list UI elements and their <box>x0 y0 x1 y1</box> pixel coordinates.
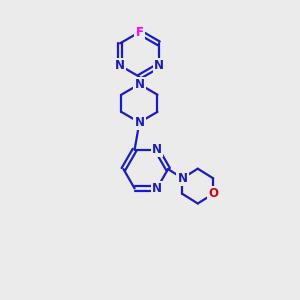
Text: N: N <box>134 116 144 129</box>
Text: N: N <box>178 172 188 185</box>
Text: N: N <box>154 59 164 72</box>
Text: N: N <box>134 78 144 91</box>
Text: F: F <box>135 26 143 39</box>
Text: O: O <box>208 188 218 200</box>
Text: N: N <box>152 182 162 195</box>
Text: N: N <box>115 59 125 72</box>
Text: N: N <box>152 143 162 156</box>
